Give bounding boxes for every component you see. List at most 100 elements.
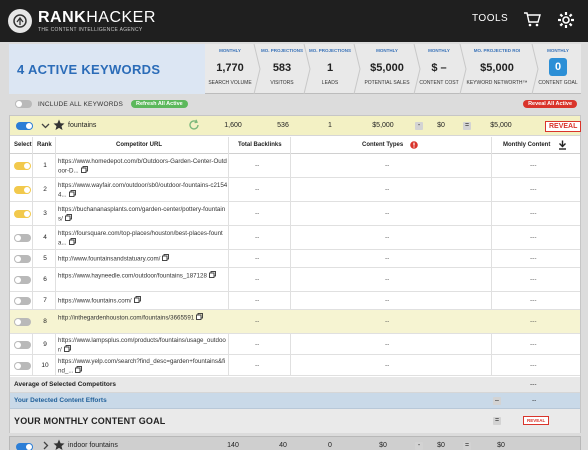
row-select-toggle[interactable] [14, 162, 31, 170]
table-row[interactable]: 1 https://www.homedepot.com/b/Outdoors-G… [10, 154, 580, 178]
copy-icon[interactable] [133, 296, 141, 306]
keyword-row-indoor-fountains[interactable]: indoor fountains 140 40 0 $0 - $0 = $0 [9, 436, 581, 450]
refresh-icon[interactable] [188, 119, 200, 133]
competitor-url[interactable]: https://www.homedepot.com/b/Outdoors-Gar… [58, 158, 227, 175]
competitor-url[interactable]: https://www.lampsplus.com/products/fount… [58, 337, 226, 354]
row-select-toggle[interactable] [14, 341, 31, 349]
keyword-volume: 140 [227, 442, 239, 449]
brand-logo[interactable]: RANKHACKER THE CONTENT INTELLIGENCE AGEN… [8, 9, 156, 33]
row-content-types: -- [385, 234, 390, 241]
row-content-types: -- [385, 318, 390, 325]
chevron-right-icon[interactable] [41, 441, 50, 450]
row-select-toggle[interactable] [14, 362, 31, 370]
row-select-toggle[interactable] [14, 318, 31, 326]
row-select-toggle[interactable] [14, 186, 31, 194]
competitor-url[interactable]: https://www.hayneedle.com/outdoor/founta… [58, 272, 207, 280]
metric-visitors: MO. PROJECTIONS 583 VISITORS [259, 44, 305, 94]
minus-operator: - [415, 122, 423, 130]
keyword-active-toggle[interactable] [16, 443, 33, 450]
average-label: Average of Selected Competitors [14, 381, 116, 388]
col-total-backlinks: Total Backlinks [238, 142, 282, 148]
copy-icon[interactable] [68, 238, 76, 248]
row-monthly-content: --- [530, 341, 537, 348]
row-select-toggle[interactable] [14, 210, 31, 218]
row-select-toggle[interactable] [14, 234, 31, 242]
row-content-types: -- [385, 341, 390, 348]
row-content-types: -- [385, 255, 390, 262]
collapse-icon[interactable]: – [493, 397, 501, 405]
include-all-toggle[interactable] [15, 100, 32, 108]
table-row[interactable]: 5 http://www.fountainsandstatuary.com/ -… [10, 250, 580, 268]
row-select-toggle[interactable] [14, 297, 31, 305]
row-backlinks: -- [255, 362, 260, 369]
tools-menu[interactable]: TOOLS [472, 13, 509, 24]
chevron-down-icon[interactable] [41, 121, 50, 132]
chevron-divider-icon [303, 44, 311, 94]
keyword-leads: 0 [328, 442, 332, 449]
table-row[interactable]: 10 https://www.yelp.com/search?find_desc… [10, 355, 580, 376]
chevron-divider-icon [253, 44, 261, 94]
row-content-types: -- [385, 297, 390, 304]
row-monthly-content: --- [530, 297, 537, 304]
copy-icon[interactable] [63, 345, 71, 355]
table-row[interactable]: 3 https://buchananasplants.com/garden-ce… [10, 202, 580, 226]
table-row[interactable]: 2 https://www.wayfair.com/outdoor/sb0/ou… [10, 178, 580, 202]
competitor-url[interactable]: https://buchananasplants.com/garden-cent… [58, 206, 226, 223]
keyword-active-toggle[interactable] [16, 122, 33, 130]
row-select-toggle[interactable] [14, 276, 31, 284]
col-competitor-url: Competitor URL [116, 142, 162, 148]
row-content-types: -- [385, 362, 390, 369]
competitor-url[interactable]: http://inthegardenhouston.com/fountains/… [58, 314, 195, 322]
copy-icon[interactable] [64, 214, 72, 224]
keyword-reveal-button[interactable]: REVEAL [545, 121, 582, 132]
copy-icon[interactable] [209, 271, 216, 281]
copy-icon[interactable] [80, 166, 88, 176]
metric-label-bottom: POTENTIAL SALES [364, 80, 410, 86]
column-divider [32, 137, 33, 376]
competitor-url[interactable]: https://www.wayfair.com/outdoor/sb0/outd… [58, 182, 228, 199]
star-icon[interactable] [53, 439, 65, 450]
row-select-toggle[interactable] [14, 255, 31, 263]
copy-icon[interactable] [196, 313, 204, 323]
keyword-sales: $5,000 [372, 122, 394, 129]
table-row[interactable]: 7 https://www.fountains.com/ -- -- --- [10, 292, 580, 310]
competitor-url[interactable]: http://www.fountainsandstatuary.com/ [58, 255, 161, 263]
table-row[interactable]: 4 https://foursquare.com/top-places/hous… [10, 226, 580, 250]
active-keywords-count: 4 ACTIVE KEYWORDS [17, 61, 161, 77]
refresh-all-button[interactable]: Refresh All Active [131, 100, 188, 108]
keyword-name: fountains [68, 122, 97, 129]
gear-icon[interactable] [557, 11, 575, 31]
keyword-row[interactable]: fountains 1,600 536 1 $5,000 - $0 = $5,0… [10, 116, 582, 136]
competitor-url[interactable]: https://www.yelp.com/search?find_desc=ga… [58, 358, 226, 375]
row-content-types: -- [385, 210, 390, 217]
row-rank: 10 [41, 362, 49, 369]
cart-icon[interactable] [523, 11, 541, 29]
copy-icon[interactable] [75, 366, 83, 376]
competitor-url[interactable]: https://foursquare.com/top-places/housto… [58, 230, 223, 247]
row-content-types: -- [385, 276, 390, 283]
alert-icon[interactable] [410, 141, 418, 151]
competitor-url[interactable]: https://www.fountains.com/ [58, 297, 132, 305]
row-monthly-content: --- [530, 162, 537, 169]
goal-reveal-button[interactable]: REVEAL [523, 416, 550, 425]
table-row[interactable]: 6 https://www.hayneedle.com/outdoor/foun… [10, 268, 580, 292]
table-row[interactable]: 8 http://inthegardenhouston.com/fountain… [10, 310, 580, 334]
keyword-cost: $0 [437, 122, 445, 129]
star-icon[interactable] [53, 119, 65, 133]
brand-name-thin: HACKER [86, 8, 156, 26]
copy-icon[interactable] [162, 254, 170, 264]
row-monthly-content: --- [530, 210, 537, 217]
table-row[interactable]: 9 https://www.lampsplus.com/products/fou… [10, 334, 580, 355]
row-rank: 5 [43, 255, 47, 262]
reveal-all-button[interactable]: Reveal All Active [523, 100, 577, 108]
row-backlinks: -- [255, 186, 260, 193]
copy-icon[interactable] [68, 190, 76, 200]
metric-value: $5,000 [370, 62, 404, 74]
download-icon[interactable] [558, 140, 567, 152]
equals-operator: = [463, 442, 471, 450]
row-content-types: -- [385, 186, 390, 193]
row-monthly-content: --- [530, 276, 537, 283]
content-goal-badge: 0 [549, 58, 567, 76]
metric-label-bottom: KEYWORD NETWORTH™ [466, 80, 528, 86]
equals-operator: = [493, 417, 501, 425]
